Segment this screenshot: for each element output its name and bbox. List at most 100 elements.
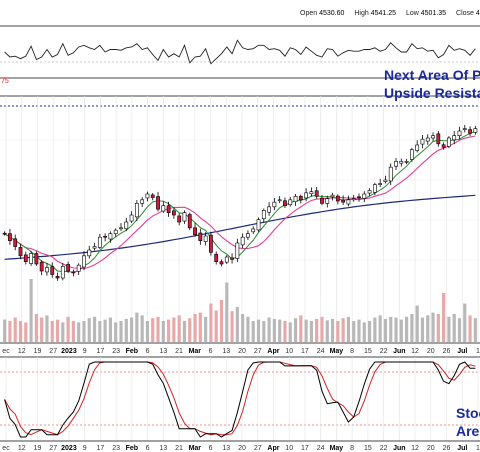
price-gridlines — [0, 96, 480, 343]
candle-body — [193, 227, 197, 236]
volume-bar — [346, 316, 351, 342]
candle-body — [230, 257, 234, 260]
volume-bar — [18, 321, 23, 342]
volume-bar — [262, 321, 266, 342]
resistance-annotation: Next Area Of P Upside Resista — [384, 66, 480, 102]
x-tick-label: Feb — [126, 445, 138, 452]
x-tick-label: 10 — [285, 348, 293, 355]
candle-body — [134, 203, 139, 218]
volume-bar — [66, 316, 70, 342]
candle-body — [362, 193, 367, 199]
candle-body — [399, 161, 404, 164]
x-tick-label: Apr — [267, 348, 279, 355]
volume-bar — [293, 318, 298, 342]
x-tick-label: 27 — [254, 445, 262, 452]
candle-body — [404, 161, 409, 163]
candle-body — [468, 129, 472, 134]
volume-bar — [383, 318, 388, 342]
candle-body — [351, 198, 356, 201]
volume-bar — [341, 318, 345, 342]
candle-body — [8, 233, 12, 241]
x-tick-label: 27 — [49, 445, 57, 452]
candle-body — [113, 229, 118, 234]
volume-bar — [315, 318, 319, 342]
candle-body — [357, 196, 361, 199]
x-tick-label: ec — [2, 348, 10, 355]
volume-bars — [3, 279, 477, 342]
x-tick-label: 6 — [209, 348, 213, 355]
candle-body — [224, 256, 229, 263]
x-tick-label: 27 — [254, 348, 262, 355]
volume-bar — [151, 318, 155, 342]
volume-bar — [362, 322, 366, 342]
x-tick-label: 22 — [380, 445, 388, 452]
candle-body — [108, 233, 113, 240]
volume-bar — [272, 318, 276, 342]
volume-bar — [140, 315, 144, 342]
volume-bar — [283, 321, 287, 342]
x-tick-label: 17 — [301, 348, 309, 355]
candle-body — [452, 135, 457, 141]
candle-body — [140, 199, 145, 204]
volume-bar — [468, 315, 472, 342]
x-tick-label: 13 — [159, 445, 167, 452]
candle-body — [293, 196, 298, 202]
candle-body — [97, 236, 102, 248]
volume-bar — [193, 314, 197, 342]
x-tick-label: 24 — [317, 348, 325, 355]
volume-bar — [161, 321, 165, 342]
x-tick-label: 26 — [443, 348, 451, 355]
volume-bar — [325, 320, 329, 342]
volume-bar — [352, 321, 356, 342]
resistance-annotation-line1: Next Area Of P — [384, 67, 480, 83]
x-tick-label: Jun — [393, 445, 405, 452]
volume-bar — [288, 322, 292, 342]
volume-bar — [278, 319, 282, 342]
x-tick-label: Jun — [393, 348, 405, 355]
volume-bar — [320, 316, 324, 342]
moving-average-navy — [4, 194, 476, 260]
candle-body — [267, 206, 271, 213]
candle-body — [288, 199, 293, 206]
candle-body — [325, 198, 330, 204]
candle-body — [103, 235, 108, 238]
x-tick-label: May — [330, 348, 344, 355]
candle-body — [219, 261, 224, 265]
volume-bar — [405, 316, 409, 342]
candle-body — [431, 135, 435, 139]
volume-bar — [198, 312, 202, 342]
x-tick-label: 20 — [238, 348, 246, 355]
candle-body — [13, 238, 18, 247]
candle-body — [420, 138, 425, 145]
x-tick-label: 2023 — [61, 348, 77, 355]
low-value: 4501.35 — [420, 10, 447, 17]
stochastic-panel — [0, 356, 480, 442]
x-tick-label: 2023 — [61, 445, 77, 452]
candle-body — [283, 200, 287, 206]
volume-bar — [251, 321, 255, 342]
indicator-panel-top — [0, 25, 480, 79]
candle-body — [372, 184, 377, 193]
volume-bar — [367, 321, 372, 342]
candle-body — [182, 212, 187, 222]
volume-bar — [50, 321, 54, 342]
x-tick-label: 13 — [222, 445, 230, 452]
volume-bar — [61, 322, 65, 342]
volume-bar — [82, 321, 86, 342]
x-tick-label: 22 — [380, 348, 388, 355]
candle-body — [367, 190, 372, 194]
volume-bar — [373, 317, 377, 342]
candle-body — [76, 264, 81, 272]
volume-bar — [436, 314, 440, 342]
volume-bar — [330, 318, 335, 342]
moving-average-green — [4, 131, 476, 273]
volume-bar — [304, 319, 308, 342]
volume-bar — [129, 317, 134, 342]
candle-body — [320, 197, 324, 204]
x-tick-label: 17 — [97, 445, 105, 452]
volume-bar — [87, 318, 91, 342]
volume-bar — [71, 321, 75, 342]
x-tick-label: 24 — [317, 445, 325, 452]
volume-bar — [394, 317, 398, 342]
